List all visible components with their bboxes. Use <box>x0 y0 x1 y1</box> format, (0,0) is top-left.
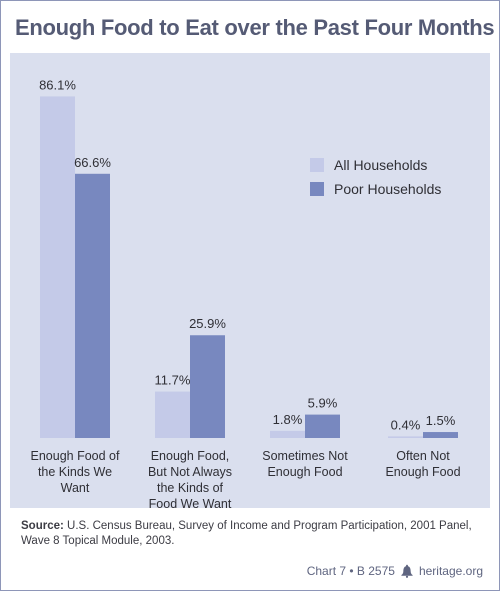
legend-label-all-households: All Households <box>334 157 428 173</box>
site-name: heritage.org <box>418 564 483 578</box>
data-label-poor-0: 66.6% <box>74 155 111 170</box>
category-label-1-line-3: Food We Want <box>149 497 232 508</box>
category-label-0-line-0: Enough Food of <box>31 449 120 463</box>
data-label-poor-3: 1.5% <box>426 413 456 428</box>
bar-plot: 86.1% 11.7% 1.8% 0.4% 66.6% 25.9% 5.9% 1.5% Enou… <box>31 77 461 508</box>
footer: Chart 7 • B 2575 heritage.org <box>307 564 483 578</box>
chart-title: Enough Food to Eat over the Past Four Mo… <box>15 15 495 40</box>
legend-item-poor-households: Poor Households <box>310 177 441 201</box>
category-label-0-line-1: the Kinds We <box>38 465 112 479</box>
data-label-all-0: 86.1% <box>39 77 76 92</box>
source-label: Source: <box>21 520 64 532</box>
data-label-poor-1: 25.9% <box>189 316 226 331</box>
data-label-all-1: 11.7% <box>155 373 191 388</box>
bar-all-1 <box>155 391 190 438</box>
bar-poor-2 <box>305 414 340 438</box>
legend-label-poor-households: Poor Households <box>334 181 442 197</box>
category-label-3-line-0: Often Not <box>396 449 450 463</box>
bar-poor-0 <box>75 173 110 438</box>
data-label-poor-2: 5.9% <box>308 396 338 411</box>
bar-poor-3 <box>423 432 458 438</box>
data-label-all-3: 0.4% <box>391 417 421 432</box>
legend-item-all-households: All Households <box>310 153 441 177</box>
category-label-2-line-0: Sometimes Not <box>262 449 348 463</box>
category-label-2-line-1: Enough Food <box>267 465 342 479</box>
category-label-3-line-1: Enough Food <box>385 465 460 479</box>
source-text: U.S. Census Bureau, Survey of Income and… <box>21 520 472 547</box>
bar-poor-1 <box>190 335 225 438</box>
bar-all-3 <box>388 436 423 438</box>
legend-swatch-all-households <box>310 158 324 172</box>
source-note: Source: U.S. Census Bureau, Survey of In… <box>21 519 486 549</box>
category-label-1-line-1: But Not Always <box>148 465 232 479</box>
bar-all-0 <box>40 96 75 439</box>
liberty-bell-icon <box>401 564 413 578</box>
category-label-0-line-2: Want <box>61 481 90 495</box>
legend: All Households Poor Households <box>310 153 441 201</box>
chart-panel: 86.1% 11.7% 1.8% 0.4% 66.6% 25.9% 5.9% 1.5% Enou… <box>10 53 490 508</box>
bar-all-2 <box>270 430 305 438</box>
category-label-1-line-2: the Kinds of <box>157 481 224 495</box>
category-label-1-line-0: Enough Food, <box>151 449 230 463</box>
data-label-all-2: 1.8% <box>273 412 303 427</box>
legend-swatch-poor-households <box>310 182 324 196</box>
chart-reference: Chart 7 • B 2575 <box>306 564 395 578</box>
